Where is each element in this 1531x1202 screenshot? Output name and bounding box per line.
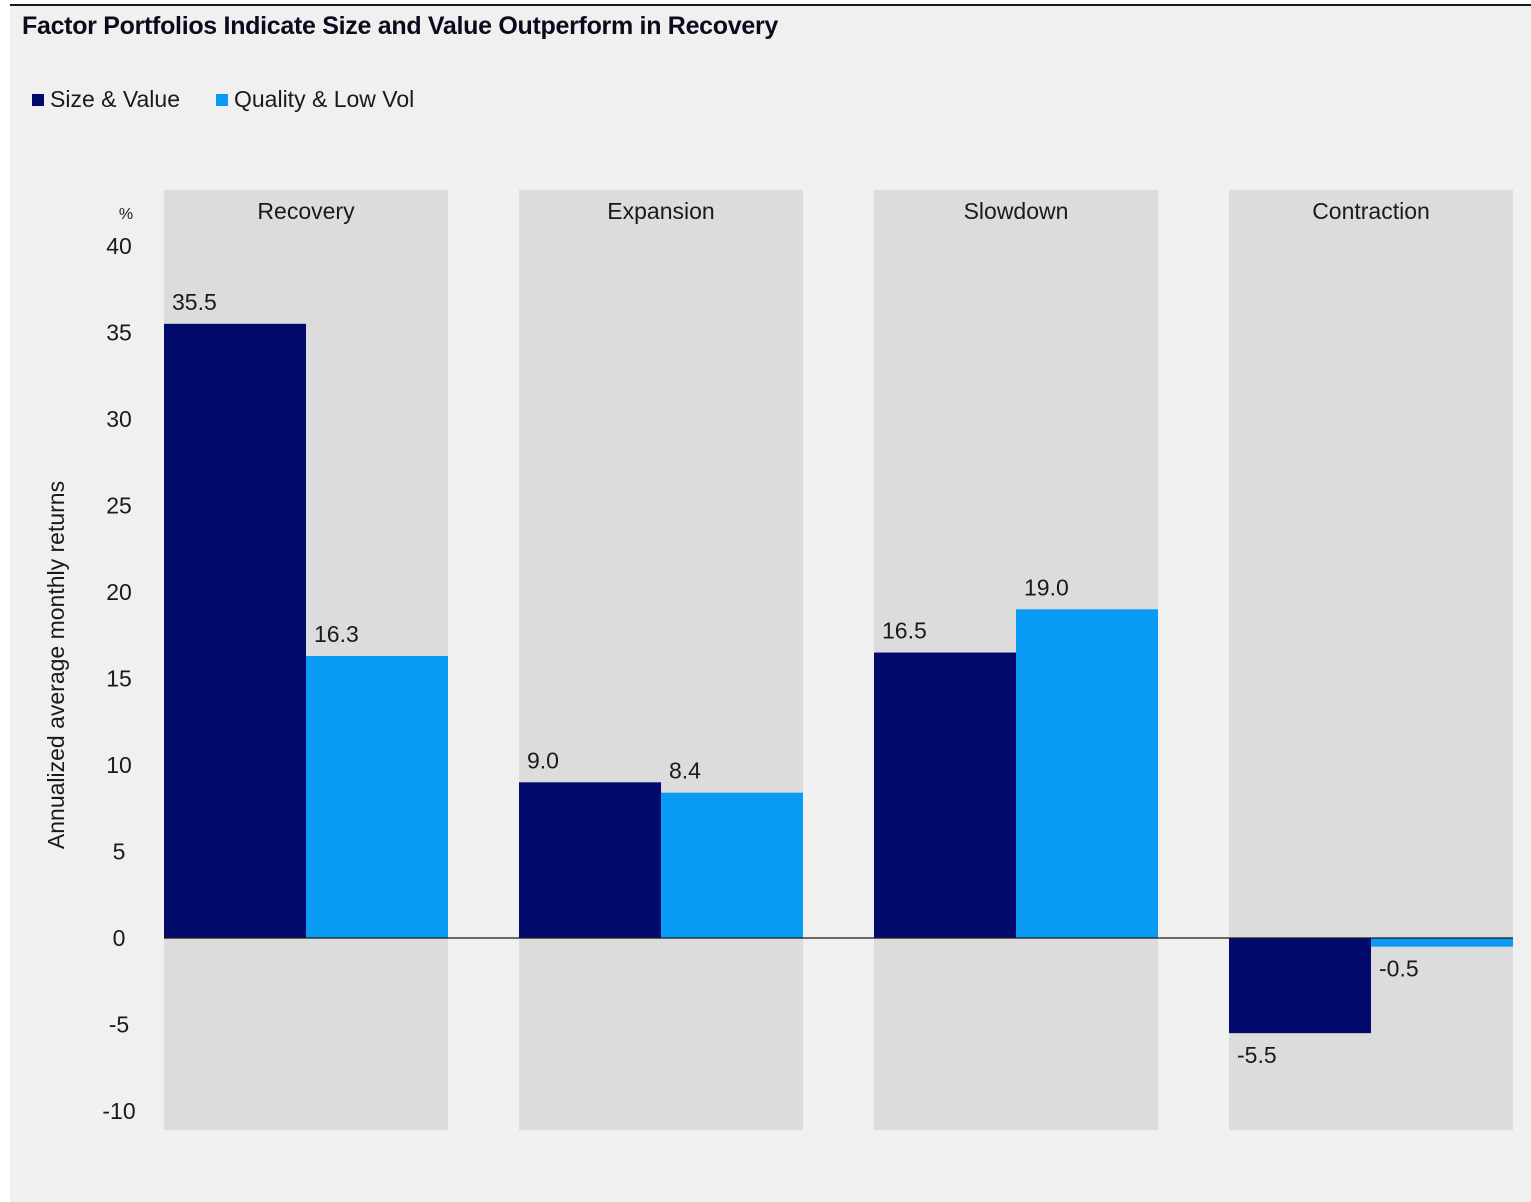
legend-swatch-size-value [32, 93, 44, 106]
category-label-slowdown: Slowdown [964, 198, 1069, 224]
bar-quality-low-vol-contraction [1371, 938, 1513, 947]
data-label-quality-low-vol-expansion: 8.4 [669, 758, 701, 784]
y-axis-unit: % [119, 206, 133, 223]
data-label-quality-low-vol-slowdown: 19.0 [1024, 574, 1069, 600]
data-label-size-value-contraction: -5.5 [1237, 1042, 1277, 1068]
category-label-contraction: Contraction [1312, 198, 1430, 224]
y-tick-label: 40 [106, 233, 132, 259]
y-tick-label: 20 [106, 579, 132, 605]
y-tick-label: -5 [109, 1012, 129, 1038]
bar-size-value-slowdown [874, 652, 1016, 938]
chart-title: Factor Portfolios Indicate Size and Valu… [22, 12, 778, 40]
legend-label-size-value: Size & Value [50, 86, 180, 112]
y-tick-label: 15 [106, 666, 132, 692]
bars [164, 323, 1513, 1034]
legend-item-quality-low-vol: Quality & Low Vol [215, 86, 415, 113]
y-tick-label: 30 [106, 406, 132, 432]
legend-label-quality-low-vol: Quality & Low Vol [233, 86, 415, 112]
category-label-expansion: Expansion [607, 198, 714, 224]
y-tick-label: 35 [106, 320, 132, 346]
bar-size-value-contraction [1229, 938, 1371, 1034]
bar-size-value-recovery [164, 323, 306, 939]
data-label-quality-low-vol-recovery: 16.3 [314, 621, 359, 647]
legend: Size & Value Quality & Low Vol [32, 86, 414, 113]
data-label-quality-low-vol-contraction: -0.5 [1379, 956, 1419, 982]
y-axis-title: Annualized average monthly returns [43, 481, 69, 849]
y-tick-label: 10 [106, 752, 132, 778]
legend-item-size-value: Size & Value [32, 86, 180, 113]
data-label-size-value-slowdown: 16.5 [882, 618, 927, 644]
legend-swatch-quality-low-vol [215, 93, 228, 106]
y-axis: % Annualized average monthly returns 40 3… [43, 206, 136, 1124]
y-tick-label: 25 [106, 493, 132, 519]
bar-quality-low-vol-slowdown [1016, 609, 1158, 938]
data-labels: Recovery Expansion Slowdown Contraction 35.5… [172, 198, 1430, 1068]
category-label-recovery: Recovery [257, 198, 355, 224]
bar-quality-low-vol-recovery [306, 656, 448, 938]
bar-size-value-expansion [519, 782, 661, 938]
bar-quality-low-vol-expansion [661, 792, 803, 938]
y-tick-label: -10 [102, 1098, 135, 1124]
band-expansion [519, 190, 803, 1130]
y-tick-label: 0 [113, 925, 126, 951]
y-tick-label: 5 [113, 839, 126, 865]
data-label-size-value-recovery: 35.5 [172, 289, 217, 315]
data-label-size-value-expansion: 9.0 [527, 747, 559, 773]
